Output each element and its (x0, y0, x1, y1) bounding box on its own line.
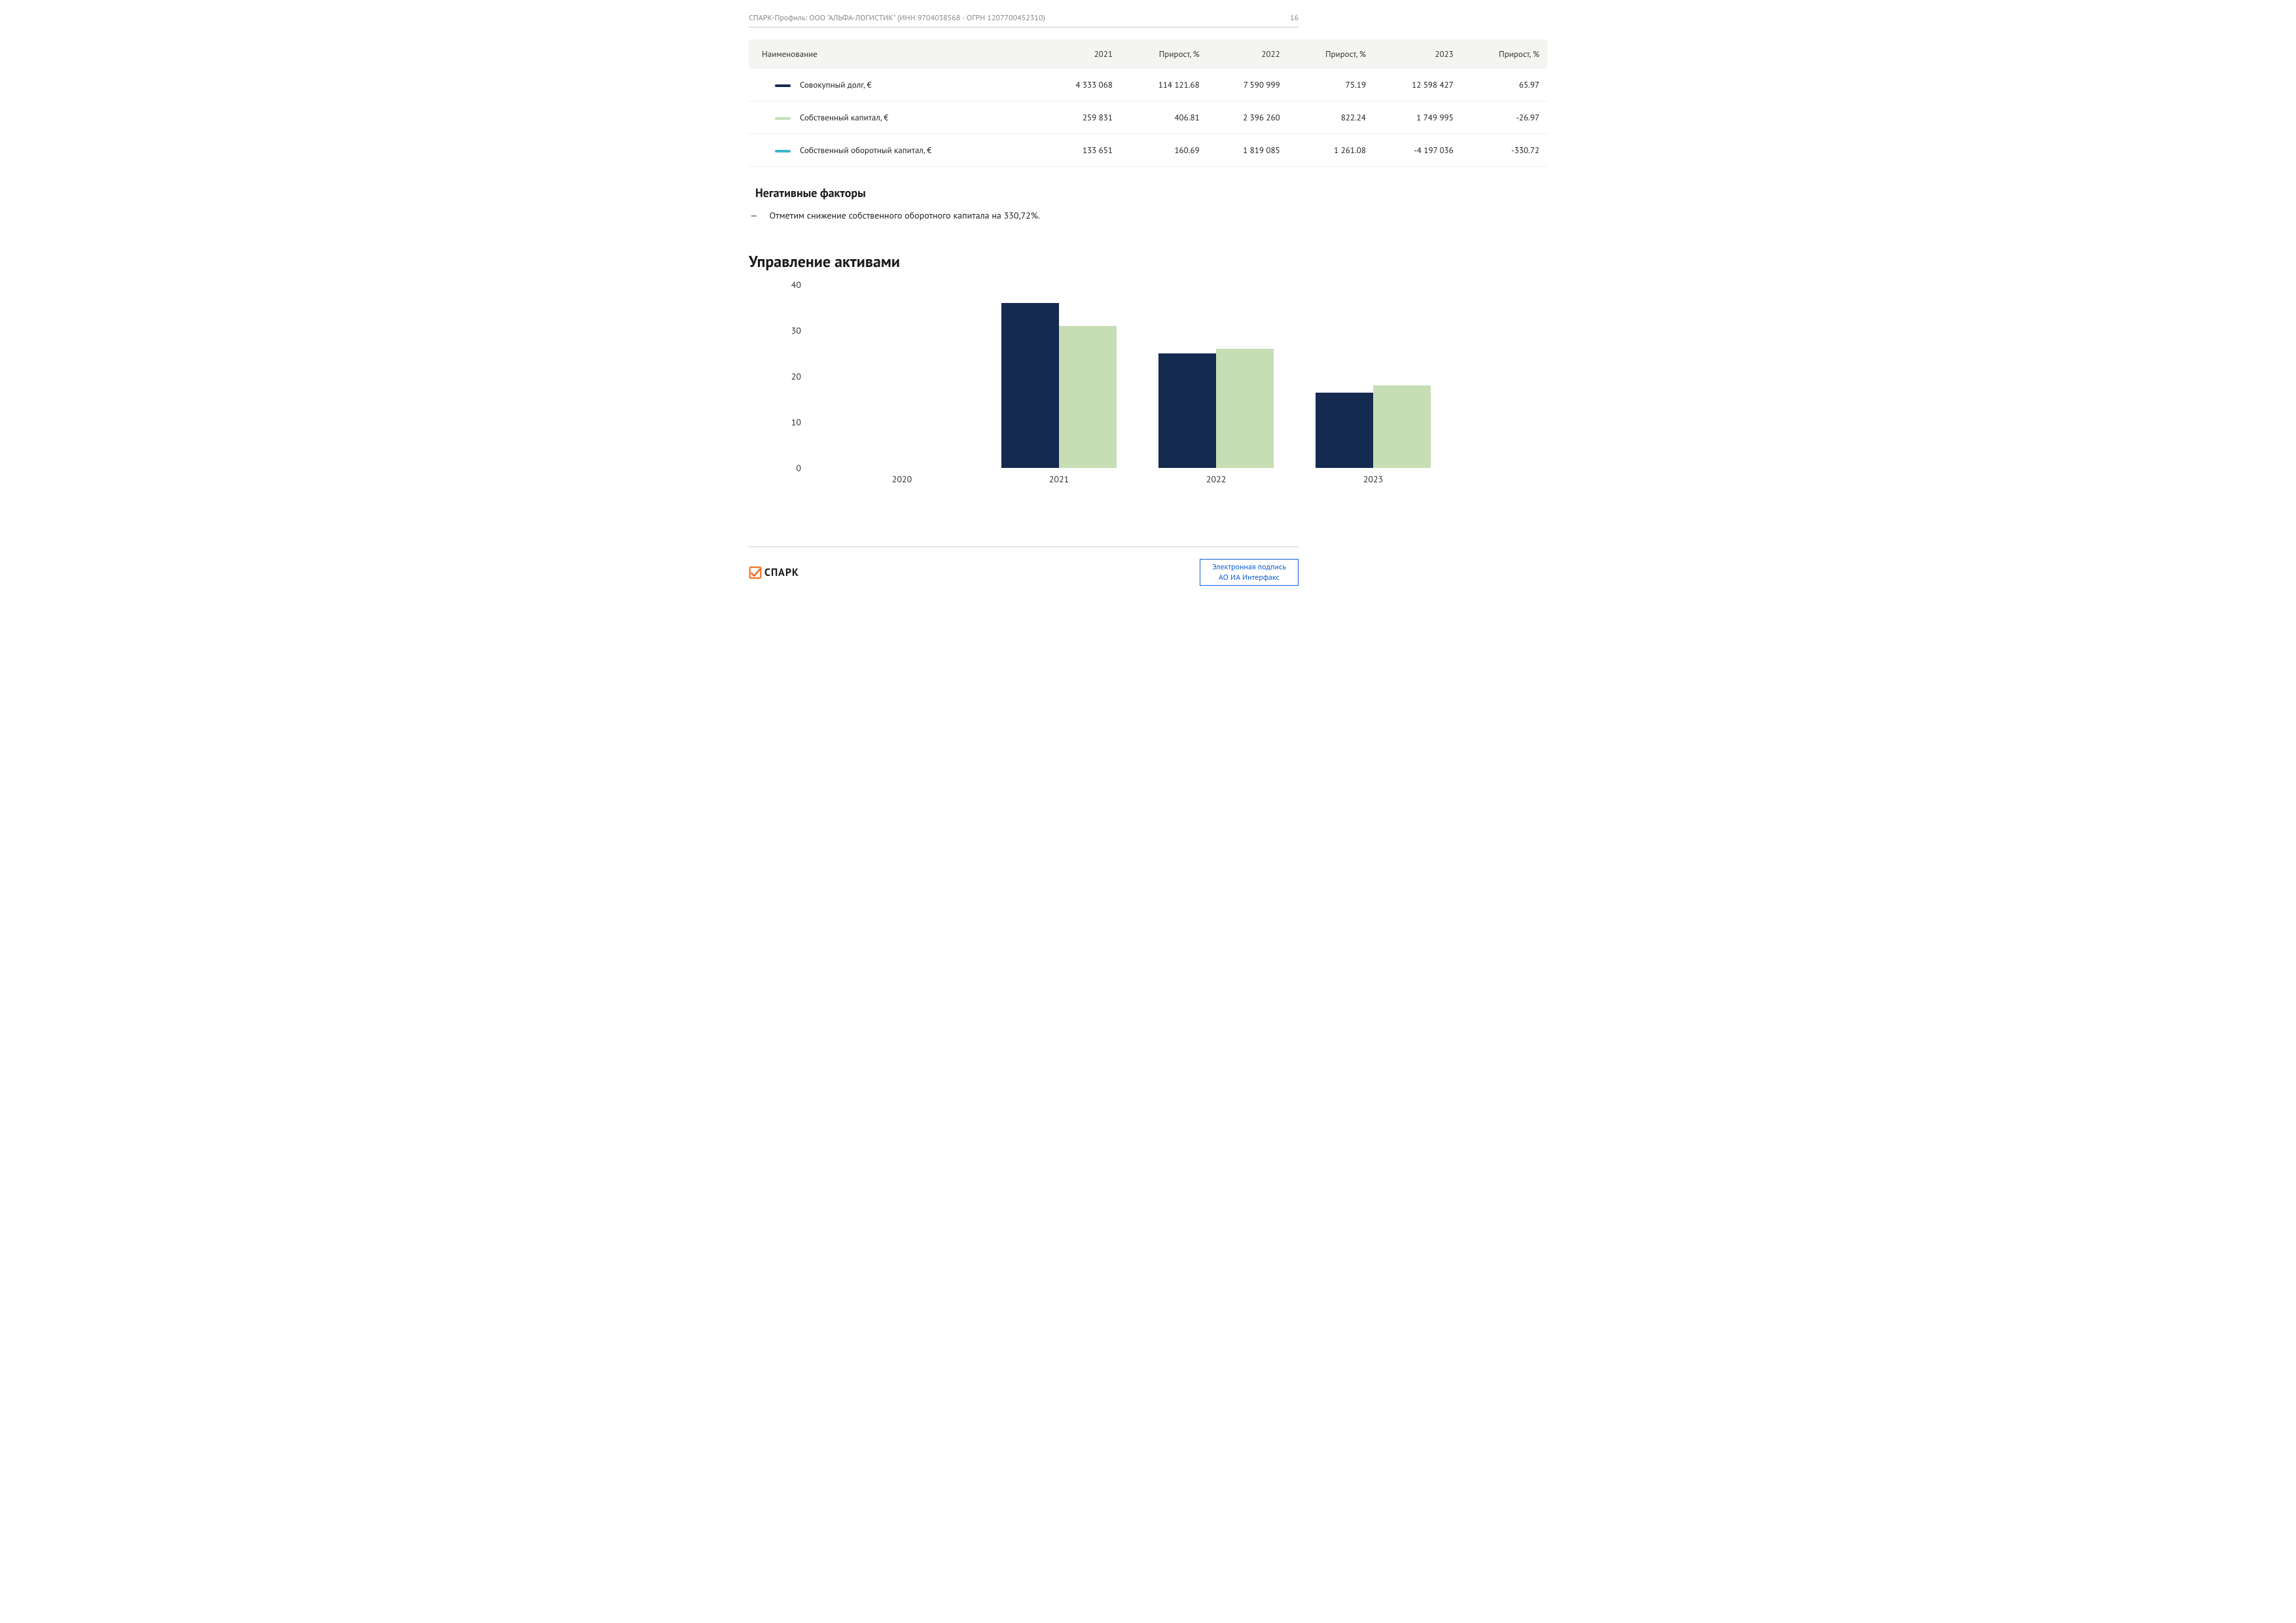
header-title: СПАРК-Профиль: ООО "АЛЬФА-ЛОГИСТИК" (ИНН… (749, 13, 1045, 23)
row-label-text: Собственный капитал, € (800, 112, 888, 123)
spark-logo: СПАРК (749, 566, 799, 579)
cell-2023: -4 197 036 (1374, 134, 1462, 167)
cell-g2023: -26.97 (1462, 101, 1547, 134)
negative-heading: Негативные факторы (755, 185, 1547, 200)
bar-series2 (1216, 349, 1274, 468)
col-2021: 2021 (1040, 39, 1121, 69)
page-number: 16 (1290, 13, 1299, 23)
table-row: Совокупный долг, € 4 333 068114 121.687 5… (749, 69, 1547, 101)
footer-rule (749, 546, 1299, 547)
col-2023: 2023 (1374, 39, 1462, 69)
x-tick-label: 2023 (1363, 473, 1384, 485)
signature-line1: Электронная подпись (1212, 562, 1286, 573)
chart-plot-area (808, 285, 1436, 468)
negative-text: Отметим снижение собственного оборотного… (769, 209, 1039, 221)
table-header-row: Наименование 2021 Прирост, % 2022 Прирос… (749, 39, 1547, 69)
y-tick-label: 20 (768, 370, 801, 382)
bar-series2 (1373, 385, 1431, 468)
bar-series1 (1158, 353, 1216, 468)
cell-2022: 1 819 085 (1208, 134, 1288, 167)
y-tick-label: 30 (768, 325, 801, 336)
cell-g2021: 160.69 (1121, 134, 1208, 167)
col-g2022: Прирост, % (1288, 39, 1374, 69)
cell-2021: 133 651 (1040, 134, 1121, 167)
asset-mgmt-chart: 010203040 2020202120222023 (768, 285, 1436, 494)
page-footer: СПАРК Электронная подпись АО ИА Интерфак… (749, 559, 1299, 586)
cell-g2022: 75.19 (1288, 69, 1374, 101)
cell-g2021: 406.81 (1121, 101, 1208, 134)
cell-2023: 12 598 427 (1374, 69, 1462, 101)
cell-2022: 2 396 260 (1208, 101, 1288, 134)
y-tick-label: 0 (768, 462, 801, 474)
y-tick-label: 10 (768, 416, 801, 428)
row-label: Совокупный долг, € (749, 69, 1040, 101)
table-row: Собственный капитал, € 259 831406.812 396… (749, 101, 1547, 134)
table-row: Собственный оборотный капитал, €133 6511… (749, 134, 1547, 167)
x-tick-label: 2021 (1049, 473, 1069, 485)
digital-signature-box: Электронная подпись АО ИА Интерфакс (1200, 559, 1299, 586)
chart-x-axis: 2020 2021 2022 2023 (808, 468, 1436, 494)
bullet-dash-icon: — (750, 209, 757, 221)
row-label: Собственный капитал, € (749, 101, 1040, 134)
cell-2022: 7 590 999 (1208, 69, 1288, 101)
series-swatch-icon (775, 84, 791, 87)
signature-line2: АО ИА Интерфакс (1212, 573, 1286, 583)
cell-g2021: 114 121.68 (1121, 69, 1208, 101)
chart-y-axis: 010203040 (768, 285, 808, 468)
series-swatch-icon (775, 117, 791, 120)
negative-item: — Отметим снижение собственного оборотно… (750, 209, 1547, 221)
y-tick-label: 40 (768, 279, 801, 291)
row-label-text: Совокупный долг, € (800, 79, 872, 90)
cell-g2022: 1 261.08 (1288, 134, 1374, 167)
cell-g2023: 65.97 (1462, 69, 1547, 101)
financials-table: Наименование 2021 Прирост, % 2022 Прирос… (749, 39, 1547, 167)
series-swatch-icon (775, 150, 791, 152)
cell-2021: 259 831 (1040, 101, 1121, 134)
bar-series2 (1059, 326, 1117, 468)
col-2022: 2022 (1208, 39, 1288, 69)
cell-g2022: 822.24 (1288, 101, 1374, 134)
bar-series1 (1001, 303, 1059, 468)
bar-series1 (1316, 393, 1373, 469)
section-asset-mgmt: Управление активами (749, 251, 1547, 272)
x-tick-label: 2022 (1206, 473, 1227, 485)
col-name: Наименование (749, 39, 1040, 69)
spark-logo-icon (749, 566, 762, 579)
col-g2021: Прирост, % (1121, 39, 1208, 69)
cell-2021: 4 333 068 (1040, 69, 1121, 101)
row-label-text: Собственный оборотный капитал, € (800, 145, 931, 156)
cell-g2023: -330.72 (1462, 134, 1547, 167)
row-label: Собственный оборотный капитал, € (749, 134, 1040, 167)
cell-2023: 1 749 995 (1374, 101, 1462, 134)
spark-logo-text: СПАРК (764, 566, 799, 579)
col-g2023: Прирост, % (1462, 39, 1547, 69)
x-tick-label: 2020 (892, 473, 912, 485)
page-header: СПАРК-Профиль: ООО "АЛЬФА-ЛОГИСТИК" (ИНН… (749, 13, 1299, 27)
